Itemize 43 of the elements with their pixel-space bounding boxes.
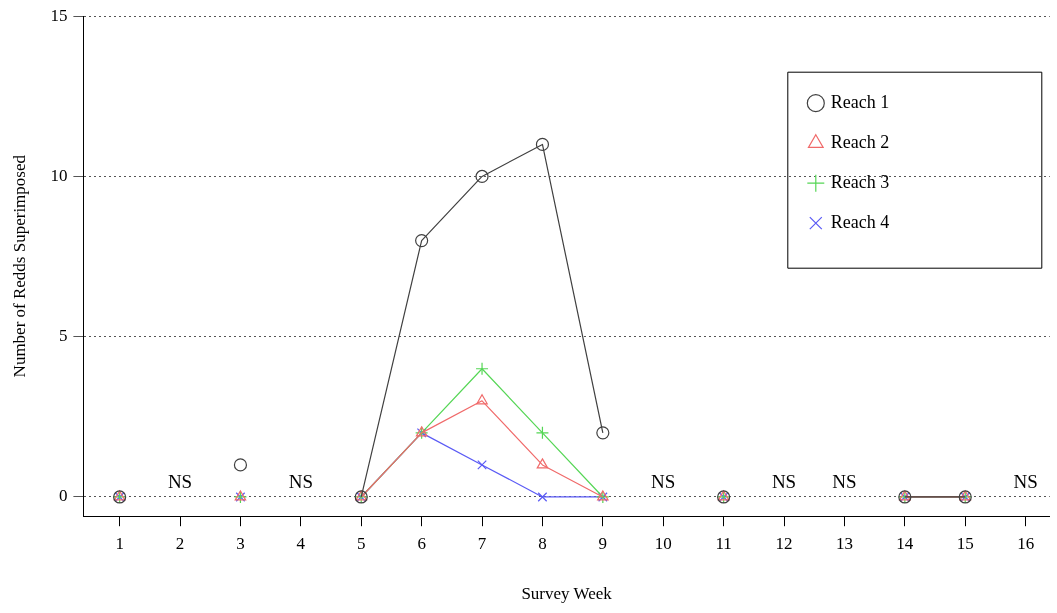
y-tick-label: 10 (50, 165, 68, 185)
x-tick-label: 4 (296, 533, 306, 553)
y-tick-label: 15 (50, 5, 68, 25)
point (477, 460, 487, 470)
annotation: NS (771, 470, 797, 492)
x-tick-label: 6 (417, 533, 426, 553)
annotation: NS (288, 470, 313, 492)
x-tick-label: 13 (835, 533, 853, 553)
point (475, 169, 489, 184)
y-tick-label: 5 (58, 326, 68, 346)
annotation: NS (832, 470, 857, 492)
x-tick-label: 16 (1017, 533, 1035, 553)
legend-label: Reach 1 (830, 91, 890, 112)
x-tick-label: 8 (538, 533, 547, 553)
legend-label: Reach 2 (830, 131, 890, 152)
point (415, 233, 429, 248)
x-tick-label: 1 (115, 533, 124, 553)
point (596, 426, 610, 440)
annotation: NS (1013, 470, 1038, 492)
point (536, 458, 549, 469)
x-tick-label: 7 (477, 533, 487, 553)
point (535, 137, 550, 152)
x-tick-label: 2 (175, 533, 185, 553)
annotation: NS (651, 470, 676, 492)
x-tick-label: 9 (598, 533, 608, 553)
annotation: NS (167, 470, 193, 492)
point (475, 362, 489, 376)
point (537, 492, 548, 502)
x-tick-label: 10 (654, 533, 672, 553)
x-tick-label: 5 (356, 533, 366, 553)
point (535, 426, 550, 440)
x-axis-title: Survey Week (521, 584, 613, 604)
x-tick-label: 14 (896, 533, 914, 553)
legend-label: Reach 3 (830, 171, 890, 192)
x-tick-label: 11 (715, 533, 732, 553)
point (476, 394, 488, 405)
y-axis-title: Number of Redds Superimposed (9, 154, 29, 378)
legend-label: Reach 4 (830, 211, 890, 232)
point (233, 458, 248, 472)
x-tick-label: 12 (775, 533, 793, 553)
y-tick-label: 0 (58, 486, 68, 506)
x-tick-label: 15 (956, 533, 974, 553)
x-tick-label: 3 (236, 533, 245, 553)
